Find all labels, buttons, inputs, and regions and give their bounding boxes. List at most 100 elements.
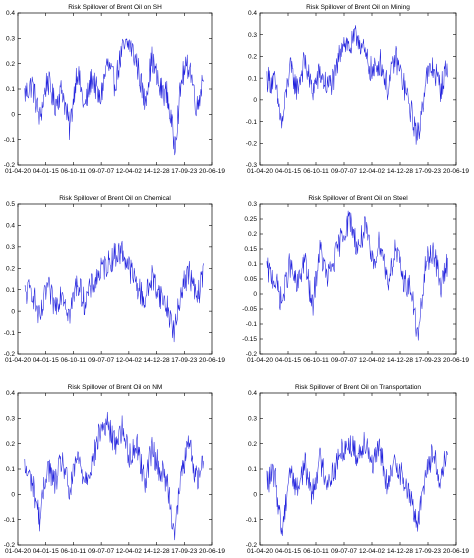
x-tick-label: 09-07-07: [88, 357, 114, 364]
y-tick-label: 0.4: [6, 390, 15, 397]
x-tick-label: 09-07-07: [88, 548, 114, 555]
x-tick-label: 01-04-20: [5, 168, 31, 175]
x-tick-label: 04-01-15: [33, 357, 59, 364]
y-tick-label: 0.2: [248, 54, 257, 61]
y-tick-label: 0.2: [6, 61, 15, 68]
y-tick-label: 0.15: [244, 246, 257, 253]
x-tick-label: 01-04-20: [247, 548, 273, 555]
x-tick-label: 20-06-19: [443, 357, 469, 364]
plot-frame: [17, 392, 213, 546]
x-tick-label: 06-10-11: [61, 168, 87, 175]
y-tick-label: 0.1: [6, 287, 15, 294]
x-tick-label: 17-09-23: [415, 357, 441, 364]
y-tick-label: -0.1: [4, 517, 16, 524]
y-tick-label: 0.3: [6, 244, 15, 251]
y-tick-label: 0: [11, 112, 15, 119]
y-tick-label: 0.2: [6, 441, 15, 448]
plot-frame: [17, 12, 213, 166]
chart-title: Risk Spillover of Brent Oil on SH: [68, 4, 162, 11]
plot-frame: [259, 392, 457, 546]
y-tick-label: 0.3: [6, 36, 15, 43]
y-tick-label: 0.05: [244, 276, 257, 283]
x-tick-label: 20-06-19: [443, 548, 469, 555]
y-tick-label: -0.2: [246, 140, 258, 147]
x-tick-label: 14-12-28: [144, 548, 170, 555]
series-line: [24, 38, 204, 156]
y-tick-label: 0.5: [6, 201, 15, 208]
y-tick-label: 0: [253, 492, 257, 499]
x-tick-label: 04-01-15: [275, 357, 301, 364]
x-tick-label: 17-09-23: [415, 168, 441, 175]
y-tick-label: 0.4: [248, 10, 257, 17]
chart-panel-2: Risk Spillover of Brent Oil on Mining -0.…: [246, 4, 470, 175]
x-tick-label: 09-07-07: [88, 168, 114, 175]
y-tick-label: -0.1: [4, 330, 16, 337]
x-tick-label: 01-04-20: [247, 357, 273, 364]
y-tick-label: 0.4: [6, 10, 15, 17]
chart-panel-1: Risk Spillover of Brent Oil on SH -0.2 -0.…: [4, 4, 226, 175]
y-tick-label: 0.1: [248, 466, 257, 473]
chart-title: Risk Spillover of Brent Oil on Steel: [308, 195, 408, 202]
y-tick-label: 0.4: [6, 223, 15, 230]
y-tick-label: 0: [11, 492, 15, 499]
y-tick-label: -0.2: [4, 351, 16, 358]
x-tick-label: 17-09-23: [171, 168, 197, 175]
y-tick-label: 0.1: [248, 75, 257, 82]
y-tick-label: 0.2: [248, 441, 257, 448]
y-tick-label: 0: [11, 308, 15, 315]
chart-panel-6: Risk Spillover of Brent Oil on Transport…: [246, 384, 470, 555]
x-tick-label: 17-09-23: [171, 357, 197, 364]
y-tick-label: 0.3: [248, 416, 257, 423]
series-line: [24, 240, 204, 343]
chart-title: Risk Spillover of Brent Oil on Mining: [306, 4, 410, 11]
x-tick-label: 14-12-28: [387, 548, 413, 555]
y-tick-label: 0.3: [6, 416, 15, 423]
y-tick-label: 0.1: [6, 86, 15, 93]
y-tick-label: -0.15: [242, 336, 257, 343]
y-tick-label: -0.2: [246, 542, 258, 549]
x-tick-label: 20-06-19: [199, 357, 225, 364]
series-line: [266, 25, 448, 145]
x-tick-label: 06-10-11: [303, 357, 329, 364]
x-tick-label: 04-01-15: [275, 548, 301, 555]
y-tick-label: 0: [253, 291, 257, 298]
x-tick-label: 06-10-11: [61, 548, 87, 555]
y-tick-label: 0.3: [248, 32, 257, 39]
x-tick-label: 17-09-23: [171, 548, 197, 555]
x-tick-label: 06-10-11: [303, 168, 329, 175]
x-tick-label: 14-12-28: [144, 168, 170, 175]
y-tick-label: 0.1: [248, 261, 257, 268]
y-tick-label: 0.3: [248, 201, 257, 208]
x-tick-label: 12-04-02: [116, 357, 142, 364]
x-tick-label: 12-04-02: [359, 548, 385, 555]
x-tick-label: 09-07-07: [331, 548, 357, 555]
chart-panel-4: Risk Spillover of Brent Oil on Steel -0.2…: [242, 195, 469, 364]
y-tick-label: -0.2: [246, 351, 258, 358]
y-tick-label: -0.1: [246, 119, 258, 126]
y-tick-label: 0.25: [244, 216, 257, 223]
x-tick-label: 12-04-02: [116, 548, 142, 555]
x-tick-label: 04-01-15: [33, 548, 59, 555]
x-tick-label: 01-04-20: [5, 548, 31, 555]
y-tick-label: 0.1: [6, 466, 15, 473]
x-tick-label: 14-12-28: [387, 168, 413, 175]
y-tick-label: 0: [253, 97, 257, 104]
series-line: [24, 411, 204, 541]
x-tick-label: 14-12-28: [144, 357, 170, 364]
y-tick-label: -0.1: [246, 517, 258, 524]
plot-frame: [259, 12, 457, 166]
x-tick-label: 12-04-02: [359, 168, 385, 175]
y-tick-label: 0.4: [248, 390, 257, 397]
plot-frame: [17, 203, 213, 355]
x-tick-label: 20-06-19: [199, 168, 225, 175]
y-tick-label: -0.2: [4, 162, 16, 169]
x-tick-label: 01-04-20: [5, 357, 31, 364]
x-tick-label: 12-04-02: [116, 168, 142, 175]
plot-frame: [259, 203, 457, 355]
series-line: [266, 210, 448, 341]
x-tick-label: 06-10-11: [303, 548, 329, 555]
x-tick-label: 12-04-02: [359, 357, 385, 364]
y-tick-label: -0.3: [246, 162, 258, 169]
y-tick-label: -0.1: [246, 321, 258, 328]
